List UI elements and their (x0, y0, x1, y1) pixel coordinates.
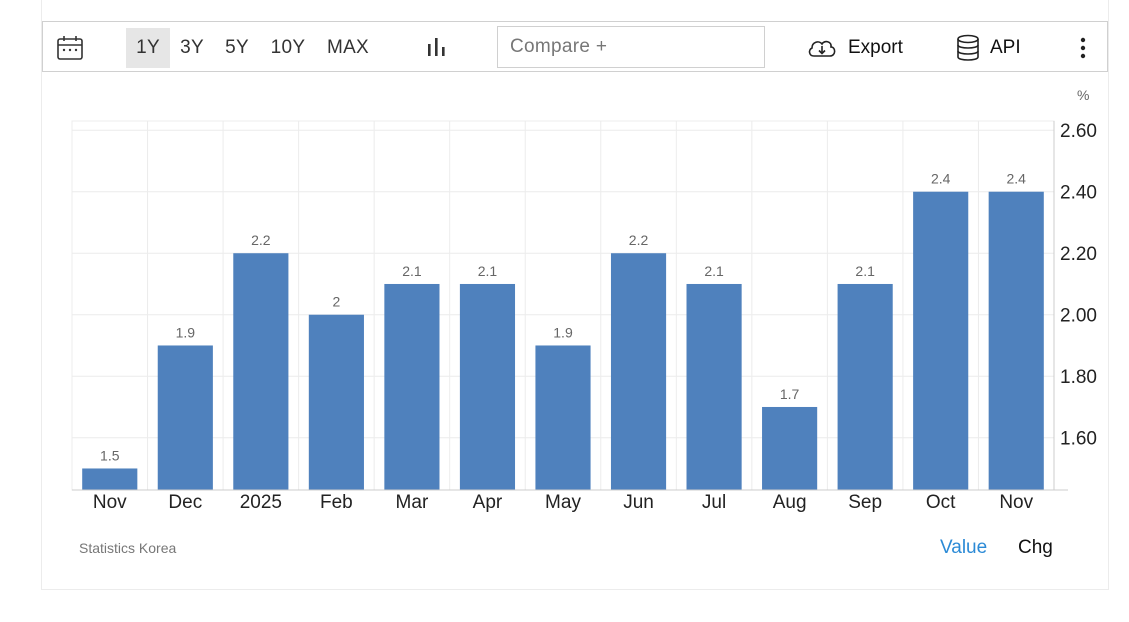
api-label: API (990, 37, 1021, 58)
range-max-button[interactable]: MAX (326, 37, 370, 58)
api-button[interactable]: API (956, 28, 1021, 68)
database-icon (957, 34, 979, 61)
range-10y-button[interactable]: 10Y (270, 37, 306, 58)
chart-toolbar: 1Y 3Y 5Y 10Y MAX Compare + Export API (42, 21, 1108, 72)
calendar-icon[interactable] (56, 35, 84, 61)
more-vertical-icon[interactable] (1071, 36, 1095, 60)
export-button[interactable]: Export (806, 28, 903, 68)
cloud-download-icon (808, 40, 836, 57)
range-5y-button[interactable]: 5Y (225, 37, 249, 58)
bar-chart-icon[interactable] (426, 36, 448, 58)
compare-input[interactable]: Compare + (497, 26, 765, 68)
value-toggle[interactable]: Value (940, 537, 988, 558)
range-1y-button[interactable]: 1Y (126, 28, 170, 68)
unit-label: % (1077, 87, 1090, 103)
chg-toggle[interactable]: Chg (1018, 537, 1053, 558)
range-3y-button[interactable]: 3Y (180, 37, 204, 58)
source-label: Statistics Korea (79, 540, 177, 556)
export-label: Export (848, 37, 903, 58)
chart-panel (41, 0, 1109, 590)
